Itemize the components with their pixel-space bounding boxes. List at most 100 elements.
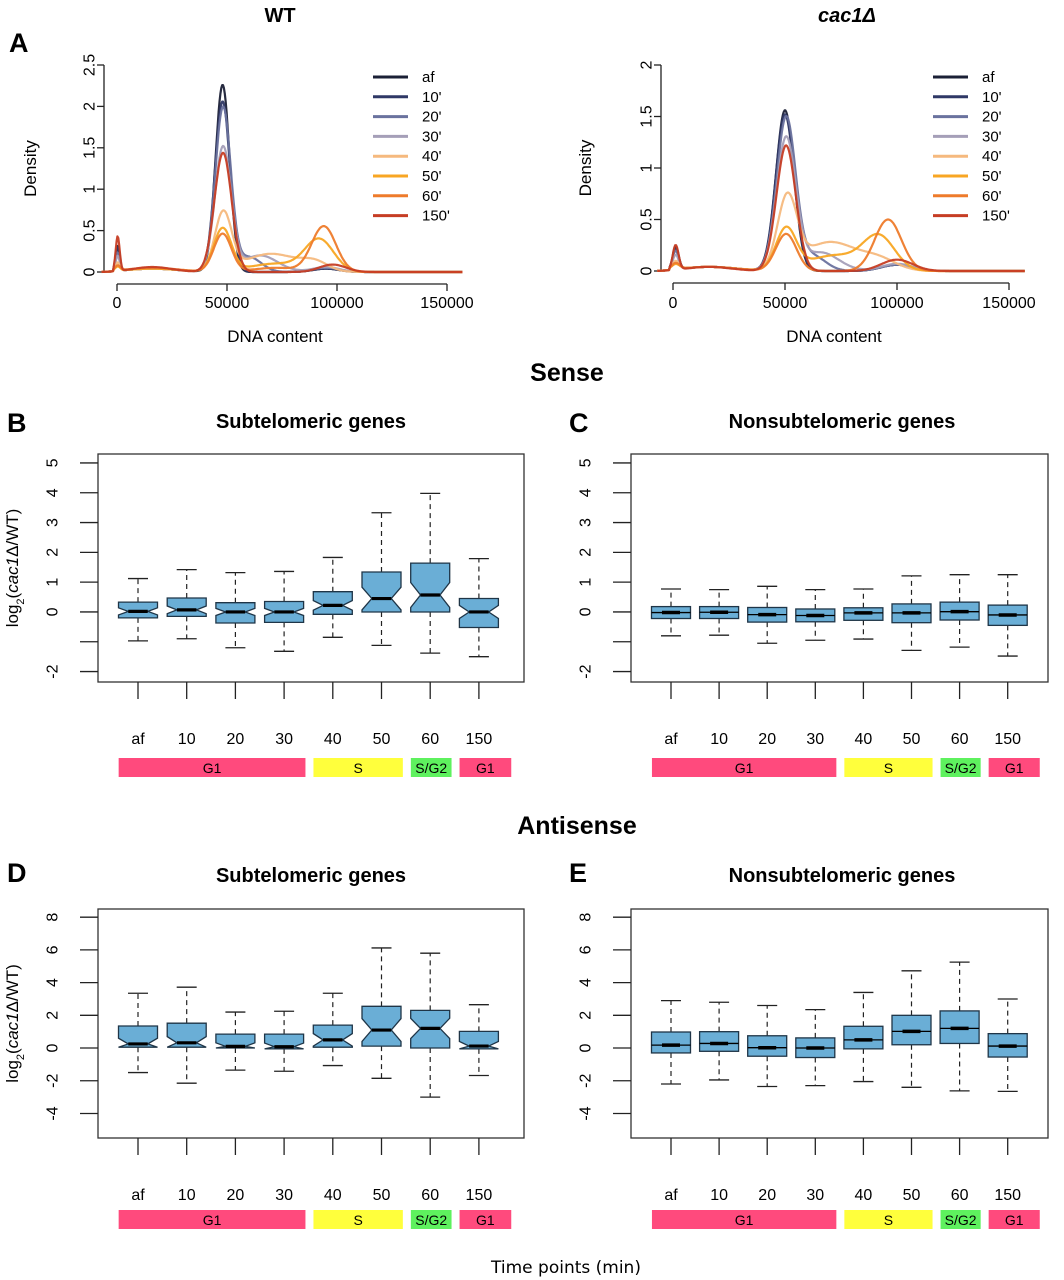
phase-label: S/G2 xyxy=(945,760,977,776)
box-40 xyxy=(843,991,884,1083)
y-tick-label: 0 xyxy=(45,1043,62,1052)
box-body xyxy=(361,571,402,613)
box-body xyxy=(117,1025,159,1048)
x-tick-label: 30 xyxy=(275,1187,293,1204)
legend-label: 10' xyxy=(422,89,442,106)
box-50 xyxy=(891,970,932,1088)
box-150 xyxy=(987,574,1028,657)
y-tick-label: 1.5 xyxy=(82,137,99,159)
box-body xyxy=(843,1025,884,1050)
box-body xyxy=(891,1014,932,1046)
x-tick-label: 150000 xyxy=(982,295,1035,312)
legend: af 10' 20' 30' 40' 50' 60' 150' xyxy=(373,69,450,225)
box-50 xyxy=(361,947,402,1079)
chart-title: WT xyxy=(264,5,295,27)
box-20 xyxy=(747,1004,788,1088)
x-tick-label: 40 xyxy=(855,1187,873,1204)
chart-A-cac1: cac1Δ 0 0.5 1 1.5 2 0 50000 100000 150000 DNA cont… xyxy=(576,5,1036,346)
x-tick-label: 100000 xyxy=(310,295,363,312)
chart-A-WT: A WT 0 0.5 1 1.5 2 2.5 0 50000 100000 150000 DNA con… xyxy=(9,5,474,346)
y-axis-label: Density xyxy=(21,140,40,197)
x-tick-label: 20 xyxy=(758,731,776,748)
y-tick-label: 4 xyxy=(45,978,62,987)
phase-bar-G1 xyxy=(988,758,1040,777)
panel-letter: C xyxy=(569,408,589,438)
phase-bar-S-G2 xyxy=(410,758,452,777)
x-tick-label: 40 xyxy=(855,731,873,748)
legend-label: 10' xyxy=(982,89,1002,106)
y-tick-label: -4 xyxy=(45,1106,62,1120)
y-tick-label: 4 xyxy=(578,488,595,497)
legend-label: af xyxy=(982,69,995,86)
chart-title: Nonsubtelomeric genes xyxy=(729,411,956,433)
density-line-20 xyxy=(657,114,1025,273)
x-tick-label: 150 xyxy=(466,731,493,748)
y-axis-label: Density xyxy=(576,139,595,196)
legend-label: 60' xyxy=(982,188,1002,205)
x-axis-label: DNA content xyxy=(786,327,882,346)
box-60 xyxy=(939,574,980,648)
box-body xyxy=(312,591,353,615)
phase-label: G1 xyxy=(476,760,495,776)
y-tick-label: 3 xyxy=(578,518,595,527)
y-tick-label: 6 xyxy=(45,945,62,954)
y-tick-label: 5 xyxy=(45,458,62,467)
y-tick-label: -2 xyxy=(45,1074,62,1088)
chart-title: cac1Δ xyxy=(818,5,876,27)
phase-bar-G1 xyxy=(118,1210,306,1229)
phase-label: G1 xyxy=(735,1212,754,1228)
density-line-af xyxy=(101,84,463,274)
x-tick-label: 30 xyxy=(806,1187,824,1204)
density-line-10 xyxy=(101,100,463,274)
x-tick-label: 150 xyxy=(994,1187,1021,1204)
box-30 xyxy=(263,1010,305,1072)
phase-label: G1 xyxy=(1005,760,1024,776)
phase-bar-G1 xyxy=(651,1210,837,1229)
phase-label: G1 xyxy=(1005,1212,1024,1228)
y-tick-label: 4 xyxy=(45,488,62,497)
legend-label: 20' xyxy=(982,109,1002,126)
density-line-af xyxy=(657,109,1025,273)
x-tick-label: 20 xyxy=(227,731,245,748)
box-60 xyxy=(939,961,980,1092)
phase-bar-G1 xyxy=(459,1210,512,1229)
y-tick-label: 1 xyxy=(82,185,99,194)
density-line-150 xyxy=(101,151,463,274)
box-body xyxy=(166,1022,207,1048)
legend-label: 20' xyxy=(422,109,442,126)
chart-title: Subtelomeric genes xyxy=(216,411,406,433)
y-axis-label: log2(cac1Δ/WT) xyxy=(3,964,27,1083)
x-tick-label: 50000 xyxy=(205,295,250,312)
box-60 xyxy=(410,952,451,1098)
panel-letter: A xyxy=(9,28,29,58)
section-title-sense: Sense xyxy=(530,359,604,387)
legend-label: 150' xyxy=(422,208,450,225)
y-tick-label: 0 xyxy=(578,607,595,616)
box-30 xyxy=(795,588,836,641)
phase-label: S xyxy=(884,1212,893,1228)
x-tick-label: 10 xyxy=(178,731,196,748)
legend-label: 50' xyxy=(422,168,442,185)
phase-bar-G1 xyxy=(651,758,837,777)
y-tick-label: 2.5 xyxy=(82,54,99,76)
panel-letter: E xyxy=(569,858,587,888)
y-tick-label: 2 xyxy=(45,548,62,557)
phase-label: S xyxy=(353,760,362,776)
y-tick-label: 0 xyxy=(578,1043,595,1052)
y-tick-label: 0 xyxy=(45,607,62,616)
x-tick-label: 50 xyxy=(373,731,391,748)
plot-frame xyxy=(97,453,525,683)
box-10 xyxy=(698,1001,740,1081)
legend-label: 30' xyxy=(982,128,1002,145)
y-tick-label: 0 xyxy=(639,266,656,275)
y-tick-label: 0 xyxy=(82,267,99,276)
y-tick-label: -2 xyxy=(578,664,595,678)
x-tick-label: 10 xyxy=(710,1187,728,1204)
y-axis-label: log2(cac1Δ/WT) xyxy=(3,509,27,628)
legend-label: 150' xyxy=(982,208,1010,225)
box-40 xyxy=(843,588,884,640)
phase-label: S xyxy=(884,760,893,776)
phase-bar-S-G2 xyxy=(940,758,981,777)
phase-label: S xyxy=(353,1212,362,1228)
x-tick-label: 20 xyxy=(758,1187,776,1204)
